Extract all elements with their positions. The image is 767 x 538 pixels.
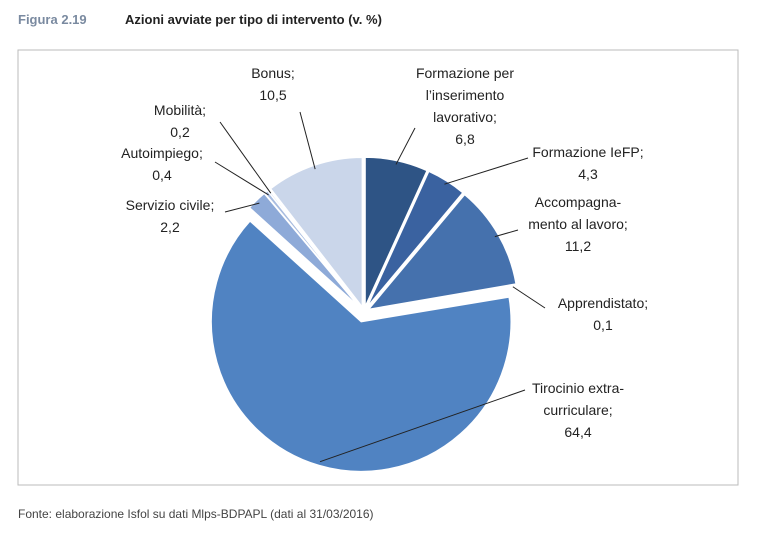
leader-line: [494, 229, 519, 238]
pie-slice: [366, 193, 518, 311]
leader-line: [444, 157, 529, 185]
value-label: 0,4: [152, 167, 172, 183]
slice-label: Apprendistato;: [558, 295, 648, 311]
pie-slice: [365, 170, 464, 309]
slice-label: Bonus;: [251, 65, 295, 81]
slice-label: Tirocinio extra-curriculare;: [532, 380, 624, 418]
slice-label: Autoimpiego;: [121, 145, 203, 161]
leader-line: [319, 389, 526, 463]
pie-slice: [210, 219, 512, 473]
chart-title: Azioni avviate per tipo di intervento (v…: [125, 12, 382, 27]
value-label: 0,2: [170, 124, 190, 140]
frame: [17, 49, 739, 486]
leader-line: [395, 127, 416, 165]
source: Fonte: elaborazione Isfol su dati Mlps-B…: [18, 507, 374, 521]
slice-label: Accompagna-mento al lavoro;: [528, 194, 628, 232]
value-label: 4,3: [578, 166, 598, 182]
value-label: 11,2: [565, 238, 591, 254]
slice-label: Formazione IeFP;: [532, 144, 643, 160]
figure-label: Figura 2.19: [18, 12, 87, 27]
value-label: 10,5: [259, 87, 286, 103]
value-label: 64,4: [564, 424, 591, 440]
leader-line: [512, 286, 546, 309]
pie-slice: [364, 156, 429, 308]
slice-label: Formazione per l’inserimento lavorativo;: [416, 65, 514, 125]
value-label: 6,8: [455, 131, 475, 147]
leader-line: [224, 202, 260, 213]
leader-line: [299, 111, 316, 170]
leader-line: [214, 161, 269, 196]
pie-slice: [368, 284, 518, 312]
slice-label: Mobilità;: [154, 102, 206, 118]
value-label: 2,2: [160, 219, 180, 235]
slice-label: Servizio civile;: [126, 197, 215, 213]
leader-line: [219, 121, 272, 194]
value-label: 0,1: [593, 317, 613, 333]
